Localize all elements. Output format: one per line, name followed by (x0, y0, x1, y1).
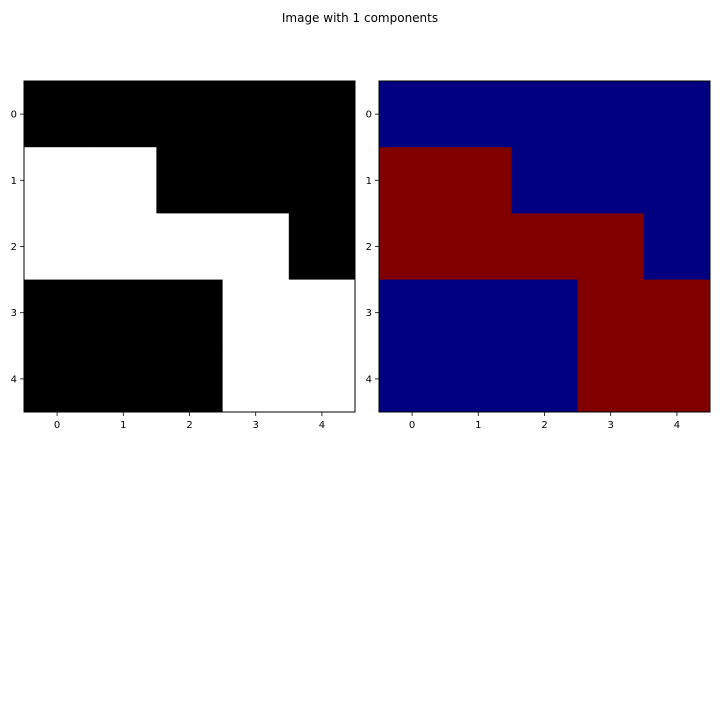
heatmap-cell (156, 81, 223, 148)
heatmap-cell (577, 147, 645, 214)
x-tick-label: 3 (253, 420, 259, 431)
heatmap-cell (156, 147, 223, 214)
heatmap-cell (511, 81, 578, 148)
heatmap-cell (288, 147, 356, 214)
heatmap-cell (445, 279, 512, 347)
heatmap-cell (511, 213, 578, 280)
heatmap-cell (643, 279, 711, 347)
x-tick-label: 2 (186, 420, 192, 431)
heatmap-cell (445, 345, 512, 413)
heatmap-cell (643, 147, 711, 214)
heatmap-cell (90, 345, 157, 413)
heatmap-cell (643, 345, 711, 413)
y-tick-label: 2 (366, 242, 372, 253)
x-tick-label: 0 (409, 420, 415, 431)
heatmap-cell (643, 213, 711, 280)
heatmap-cell (511, 147, 578, 214)
y-tick-label: 3 (366, 308, 372, 319)
heatmap-cell (24, 345, 91, 413)
heatmap-cell (511, 345, 578, 413)
heatmap-cell (379, 81, 446, 148)
heatmap-cell (445, 81, 512, 148)
heatmap-cell (222, 279, 290, 347)
heatmap-cell (90, 213, 157, 280)
heatmap-cell (288, 81, 356, 148)
x-tick-label: 2 (541, 420, 547, 431)
x-tick-label: 1 (120, 420, 126, 431)
heatmap-cell (379, 147, 446, 214)
x-tick-label: 4 (674, 420, 680, 431)
y-tick-label: 1 (11, 176, 17, 187)
heatmap-cell (577, 81, 645, 148)
heatmap-cell (156, 213, 223, 280)
heatmap-cell (577, 345, 645, 413)
heatmap-cell (643, 81, 711, 148)
heatmap-cell (90, 147, 157, 214)
heatmap-cell (24, 147, 91, 214)
heatmap-cell (24, 279, 91, 347)
heatmap-cells (24, 81, 356, 413)
x-tick-label: 1 (475, 420, 481, 431)
heatmap-cell (156, 279, 223, 347)
heatmap-cell (222, 213, 290, 280)
heatmap-cell (511, 279, 578, 347)
heatmap-cell (379, 345, 446, 413)
heatmap-cell (288, 345, 356, 413)
axis-ticks: 0 1 2 3 4 0 1 2 3 4 (366, 110, 680, 431)
y-tick-label: 0 (11, 110, 17, 121)
heatmap-cell (288, 279, 356, 347)
heatmap-cell (379, 213, 446, 280)
component-label-panel: 0 1 2 3 4 0 1 2 3 4 (366, 80, 711, 431)
y-tick-label: 4 (366, 374, 372, 385)
y-tick-label: 2 (11, 242, 17, 253)
heatmap-cell (222, 147, 290, 214)
heatmap-cell (24, 213, 91, 280)
axis-ticks: 0 1 2 3 4 0 1 2 3 4 (11, 110, 325, 431)
heatmap-cell (577, 279, 645, 347)
heatmap-cell (222, 81, 290, 148)
heatmap-cell (577, 213, 645, 280)
heatmap-cell (379, 279, 446, 347)
heatmap-cells (379, 81, 711, 413)
y-tick-label: 4 (11, 374, 17, 385)
x-tick-label: 0 (54, 420, 60, 431)
x-tick-label: 4 (319, 420, 325, 431)
heatmap-cell (445, 213, 512, 280)
binary-image-panel: 0 1 2 3 4 0 1 2 3 4 (11, 80, 356, 431)
heatmap-cell (445, 147, 512, 214)
y-tick-label: 0 (366, 110, 372, 121)
heatmap-cell (156, 345, 223, 413)
heatmap-cell (90, 81, 157, 148)
y-tick-label: 3 (11, 308, 17, 319)
x-tick-label: 3 (608, 420, 614, 431)
heatmap-cell (90, 279, 157, 347)
figure-title: Image with 1 components (281, 11, 439, 25)
heatmap-cell (222, 345, 290, 413)
heatmap-cell (288, 213, 356, 280)
y-tick-label: 1 (366, 176, 372, 187)
heatmap-cell (24, 81, 91, 148)
